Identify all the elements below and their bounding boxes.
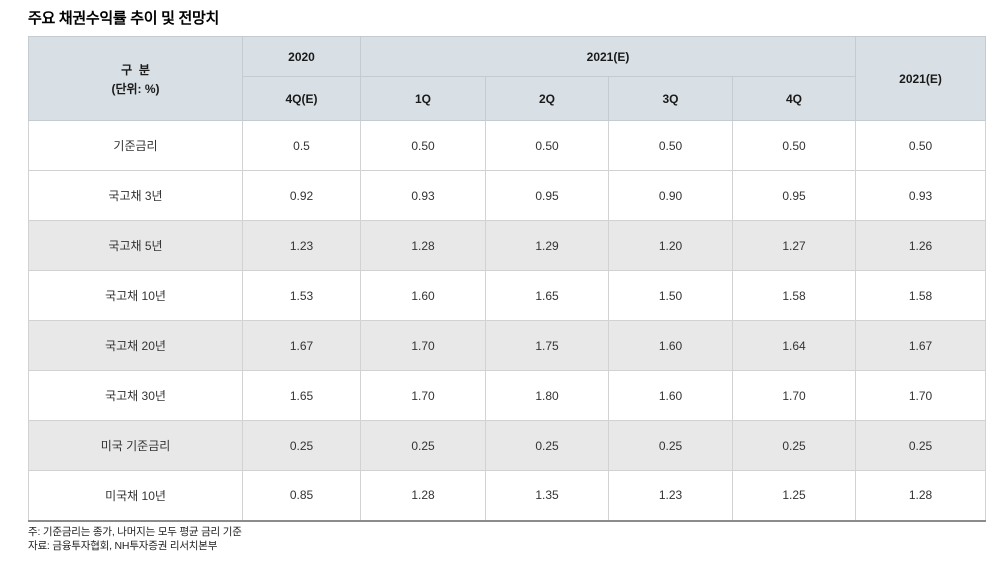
cell-value: 1.28 <box>855 470 987 521</box>
row-label: 국고채 30년 <box>28 370 243 421</box>
cell-value: 1.70 <box>360 370 486 421</box>
cell-value: 1.75 <box>485 320 609 371</box>
cell-value: 1.70 <box>731 370 857 421</box>
cell-value: 1.67 <box>855 320 987 371</box>
cell-value: 0.25 <box>360 420 486 471</box>
table-row: 미국채 10년 0.85 1.28 1.35 1.23 1.25 1.28 <box>28 470 987 521</box>
cell-value: 1.29 <box>485 220 609 271</box>
cell-value: 0.25 <box>731 420 857 471</box>
cell-value: 1.70 <box>360 320 486 371</box>
row-label: 미국 기준금리 <box>28 420 243 471</box>
row-label: 국고채 10년 <box>28 270 243 321</box>
cell-value: 0.25 <box>485 420 609 471</box>
cell-value: 1.60 <box>608 320 733 371</box>
cell-value: 1.80 <box>485 370 609 421</box>
cell-value: 0.85 <box>242 470 361 521</box>
cell-value: 1.65 <box>485 270 609 321</box>
col-group-2020: 2020 <box>242 36 361 77</box>
cell-value: 0.90 <box>608 170 733 221</box>
cell-value: 1.28 <box>360 220 486 271</box>
cell-value: 1.26 <box>855 220 987 271</box>
col-group-2021: 2021(E) <box>359 36 857 77</box>
table-row: 국고채 30년 1.65 1.70 1.80 1.60 1.70 1.70 <box>28 370 987 421</box>
footnote-source: 자료: 금융투자협회, NH투자증권 리서치본부 <box>28 539 218 552</box>
col-header-2q: 2Q <box>485 76 609 121</box>
cell-value: 1.67 <box>242 320 361 371</box>
table-row: 국고채 5년 1.23 1.28 1.29 1.20 1.27 1.26 <box>28 220 987 271</box>
header-sub-row: 4Q(E) 1Q 2Q 3Q 4Q <box>29 76 986 121</box>
footnote-basis: 주: 기준금리는 종가, 나머지는 모두 평균 금리 기준 <box>28 526 242 538</box>
cell-value: 0.25 <box>608 420 733 471</box>
cell-value: 1.20 <box>608 220 733 271</box>
table-row: 국고채 20년 1.67 1.70 1.75 1.60 1.64 1.67 <box>28 320 987 371</box>
cell-value: 1.23 <box>242 220 361 271</box>
bond-yield-table: 구 분 (단위: %) 2020 2021(E) 2021(E) 4Q(E) 1… <box>28 36 987 522</box>
table-row: 미국 기준금리 0.25 0.25 0.25 0.25 0.25 0.25 <box>28 420 987 471</box>
cell-value: 1.60 <box>360 270 486 321</box>
cell-value: 0.25 <box>855 420 987 471</box>
cell-value: 1.70 <box>855 370 987 421</box>
row-label: 국고채 3년 <box>28 170 243 221</box>
cell-value: 1.60 <box>608 370 733 421</box>
cell-value: 0.93 <box>360 170 486 221</box>
cell-value: 0.95 <box>485 170 609 221</box>
cell-value: 0.5 <box>242 120 361 171</box>
cell-value: 0.50 <box>731 120 857 171</box>
corner-header-cell: 구 분 (단위: %) <box>28 36 243 121</box>
cell-value: 0.50 <box>485 120 609 171</box>
cell-value: 1.58 <box>855 270 987 321</box>
cell-value: 0.25 <box>242 420 361 471</box>
header-group-row: 구 분 (단위: %) 2020 2021(E) 2021(E) <box>28 36 987 121</box>
cell-value: 1.64 <box>731 320 857 371</box>
table-row: 국고채 3년 0.92 0.93 0.95 0.90 0.95 0.93 <box>28 170 987 221</box>
cell-value: 1.58 <box>731 270 857 321</box>
col-header-4qe: 4Q(E) <box>242 76 361 121</box>
cell-value: 1.27 <box>731 220 857 271</box>
row-label: 미국채 10년 <box>28 470 243 521</box>
cell-value: 1.25 <box>731 470 857 521</box>
cell-value: 0.50 <box>360 120 486 171</box>
cell-value: 0.92 <box>242 170 361 221</box>
cell-value: 0.50 <box>608 120 733 171</box>
cell-value: 1.50 <box>608 270 733 321</box>
cell-value: 0.50 <box>855 120 987 171</box>
figure-title: 주요 채권수익률 추이 및 전망치 <box>28 10 219 27</box>
cell-value: 1.35 <box>485 470 609 521</box>
row-label: 국고채 20년 <box>28 320 243 371</box>
cell-value: 1.65 <box>242 370 361 421</box>
table-row: 국고채 10년 1.53 1.60 1.65 1.50 1.58 1.58 <box>28 270 987 321</box>
unit-label: (단위: %) <box>111 81 160 96</box>
col-annual-2021: 2021(E) <box>855 36 987 121</box>
col-header-3q: 3Q <box>608 76 733 121</box>
corner-label: 구 분 <box>121 62 150 77</box>
cell-value: 0.93 <box>855 170 987 221</box>
footnotes: 주: 기준금리는 종가, 나머지는 모두 평균 금리 기준 자료: 금융투자협회… <box>28 526 242 553</box>
cell-value: 1.23 <box>608 470 733 521</box>
cell-value: 1.28 <box>360 470 486 521</box>
col-header-1q: 1Q <box>360 76 486 121</box>
cell-value: 1.53 <box>242 270 361 321</box>
cell-value: 0.95 <box>731 170 857 221</box>
row-label: 기준금리 <box>28 120 243 171</box>
col-header-4q: 4Q <box>731 76 857 121</box>
table-row: 기준금리 0.5 0.50 0.50 0.50 0.50 0.50 <box>28 120 987 171</box>
row-label: 국고채 5년 <box>28 220 243 271</box>
